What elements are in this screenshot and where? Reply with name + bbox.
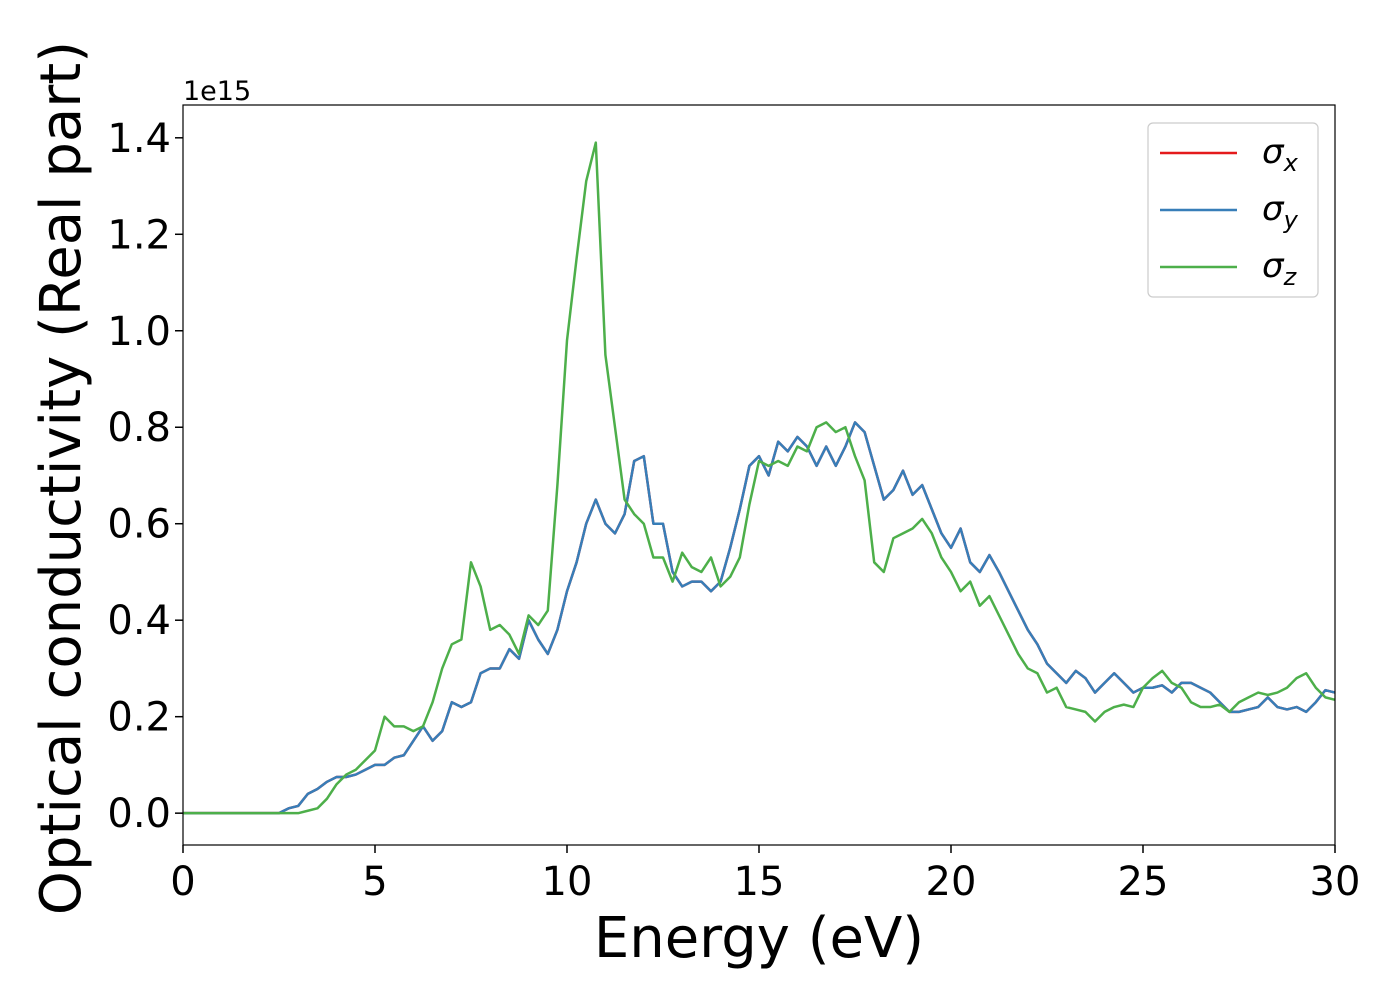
legend-label: σy xyxy=(1262,189,1299,234)
x-axis-label: Energy (eV) xyxy=(594,906,924,971)
y-tick-label: 0.4 xyxy=(107,598,171,644)
y-tick-label: 0.6 xyxy=(107,502,171,548)
series-line xyxy=(183,421,1336,815)
x-tick-label: 30 xyxy=(1310,859,1361,905)
plot-frame xyxy=(182,104,1336,846)
legend-label: σx xyxy=(1262,132,1299,177)
legend-label: σz xyxy=(1262,246,1298,291)
y-tick-label: 0.0 xyxy=(107,791,171,837)
y-tick-label: 1.4 xyxy=(107,116,171,162)
y-tick-label: 0.2 xyxy=(107,695,171,741)
series-line xyxy=(183,141,1336,815)
x-tick-label: 0 xyxy=(170,859,195,905)
x-tick-label: 20 xyxy=(926,859,977,905)
offset-label: 1e15 xyxy=(183,76,251,107)
x-tick-label: 25 xyxy=(1118,859,1169,905)
y-tick-label: 1.2 xyxy=(107,212,171,258)
x-tick-label: 10 xyxy=(542,859,593,905)
y-tick-label: 1.0 xyxy=(107,309,171,355)
x-tick-label: 15 xyxy=(734,859,785,905)
series-line xyxy=(183,421,1336,815)
x-tick-label: 5 xyxy=(362,859,387,905)
legend: σx σy σz xyxy=(1147,122,1319,298)
y-tick-label: 0.8 xyxy=(107,405,171,451)
y-axis-label: Optical conductivity (Real part) xyxy=(29,41,94,915)
